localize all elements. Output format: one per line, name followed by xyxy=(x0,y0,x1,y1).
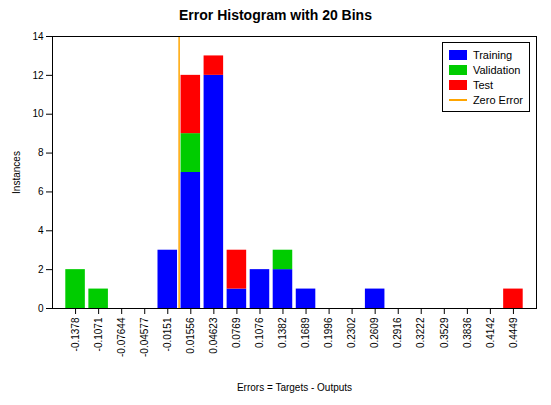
svg-text:0.4449: 0.4449 xyxy=(508,317,519,348)
svg-text:-0.0151: -0.0151 xyxy=(162,317,173,351)
svg-text:0.04623: 0.04623 xyxy=(208,317,219,354)
svg-text:4: 4 xyxy=(38,225,44,236)
svg-text:0.01556: 0.01556 xyxy=(185,317,196,354)
html-text:Zero Error: Zero Error xyxy=(472,93,523,106)
svg-text:0.3222: 0.3222 xyxy=(415,317,426,348)
svg-text:-0.04577: -0.04577 xyxy=(139,317,150,357)
svg-text:0.1996: 0.1996 xyxy=(323,317,334,348)
svg-text:Errors = Targets - Outputs: Errors = Targets - Outputs xyxy=(237,382,352,393)
svg-text:Instances: Instances xyxy=(11,151,22,194)
svg-text:0.2302: 0.2302 xyxy=(346,317,357,348)
svg-text:2: 2 xyxy=(38,264,44,275)
svg-text:8: 8 xyxy=(38,147,44,158)
svg-text:0.4142: 0.4142 xyxy=(485,317,496,348)
svg-text:10: 10 xyxy=(32,108,44,119)
svg-text:0.0769: 0.0769 xyxy=(231,317,242,348)
svg-text:6: 6 xyxy=(38,186,44,197)
svg-text:0: 0 xyxy=(38,303,44,314)
svg-text:0.3836: 0.3836 xyxy=(462,317,473,348)
html-text:Validation: Validation xyxy=(472,63,521,76)
svg-text:0.2916: 0.2916 xyxy=(392,317,403,348)
svg-text:0.1382: 0.1382 xyxy=(277,317,288,348)
svg-text:0.3529: 0.3529 xyxy=(438,317,449,348)
svg-text:-0.1071: -0.1071 xyxy=(93,317,104,351)
svg-text:-0.07644: -0.07644 xyxy=(116,317,127,357)
svg-text:14: 14 xyxy=(32,31,44,42)
svg-text:0.1689: 0.1689 xyxy=(300,317,311,348)
svg-text:0.1076: 0.1076 xyxy=(254,317,265,348)
html-text:Error Histogram with 20 Bins: Error Histogram with 20 Bins xyxy=(179,7,372,23)
svg-text:12: 12 xyxy=(32,70,44,81)
svg-text:0.2609: 0.2609 xyxy=(369,317,380,348)
html-text:Test: Test xyxy=(472,78,494,91)
html-text:Training: Training xyxy=(472,48,513,61)
svg-text:-0.1378: -0.1378 xyxy=(70,317,81,351)
